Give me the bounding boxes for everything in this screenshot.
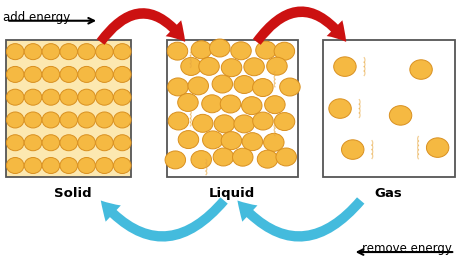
Ellipse shape	[78, 135, 95, 151]
Ellipse shape	[96, 158, 113, 173]
Text: Liquid: Liquid	[209, 187, 255, 200]
FancyArrowPatch shape	[97, 8, 185, 45]
Ellipse shape	[42, 112, 60, 128]
Ellipse shape	[113, 44, 131, 60]
Ellipse shape	[267, 57, 287, 75]
Ellipse shape	[167, 42, 188, 60]
Ellipse shape	[7, 44, 24, 60]
Ellipse shape	[242, 133, 263, 151]
Ellipse shape	[96, 112, 113, 128]
Bar	[323, 40, 455, 177]
Ellipse shape	[427, 138, 449, 157]
Ellipse shape	[78, 44, 95, 60]
Ellipse shape	[24, 67, 42, 82]
Ellipse shape	[60, 135, 78, 151]
Ellipse shape	[113, 67, 131, 82]
Ellipse shape	[168, 78, 188, 96]
Ellipse shape	[165, 151, 185, 169]
Ellipse shape	[191, 41, 211, 59]
Ellipse shape	[280, 78, 300, 96]
Text: Gas: Gas	[374, 187, 402, 200]
Ellipse shape	[42, 158, 60, 173]
Ellipse shape	[341, 140, 364, 159]
Ellipse shape	[234, 76, 255, 93]
Ellipse shape	[253, 112, 273, 130]
Bar	[167, 40, 298, 177]
Ellipse shape	[96, 67, 113, 82]
Ellipse shape	[242, 97, 262, 115]
Ellipse shape	[220, 95, 241, 113]
Ellipse shape	[60, 89, 78, 105]
Ellipse shape	[192, 114, 213, 132]
Ellipse shape	[42, 44, 60, 60]
Ellipse shape	[60, 67, 78, 82]
Text: add energy: add energy	[3, 11, 71, 24]
Ellipse shape	[42, 135, 60, 151]
FancyArrowPatch shape	[253, 6, 346, 45]
Ellipse shape	[221, 132, 242, 150]
Ellipse shape	[202, 131, 223, 149]
Ellipse shape	[42, 89, 60, 105]
Ellipse shape	[212, 75, 233, 93]
Ellipse shape	[257, 150, 278, 168]
Ellipse shape	[78, 67, 95, 82]
Ellipse shape	[213, 148, 234, 166]
Ellipse shape	[274, 112, 295, 130]
Ellipse shape	[78, 158, 95, 173]
Ellipse shape	[178, 131, 199, 149]
Ellipse shape	[244, 58, 264, 76]
Ellipse shape	[42, 67, 60, 82]
Ellipse shape	[410, 60, 432, 79]
Ellipse shape	[96, 44, 113, 60]
Ellipse shape	[231, 42, 251, 60]
Ellipse shape	[329, 99, 351, 118]
Ellipse shape	[7, 89, 24, 105]
Ellipse shape	[60, 44, 78, 60]
Ellipse shape	[113, 89, 131, 105]
Ellipse shape	[389, 106, 412, 125]
Ellipse shape	[113, 158, 131, 173]
Ellipse shape	[276, 148, 296, 166]
FancyArrowPatch shape	[237, 197, 365, 242]
Ellipse shape	[24, 112, 42, 128]
Ellipse shape	[234, 115, 255, 133]
Ellipse shape	[96, 89, 113, 105]
Ellipse shape	[334, 57, 356, 76]
Ellipse shape	[233, 148, 253, 166]
Ellipse shape	[274, 42, 295, 60]
Ellipse shape	[253, 79, 273, 97]
Ellipse shape	[96, 135, 113, 151]
Ellipse shape	[214, 115, 235, 133]
Ellipse shape	[210, 39, 230, 57]
Ellipse shape	[24, 135, 42, 151]
Ellipse shape	[7, 112, 24, 128]
Ellipse shape	[188, 77, 209, 95]
Text: Solid: Solid	[54, 187, 91, 200]
Ellipse shape	[24, 44, 42, 60]
Ellipse shape	[113, 112, 131, 128]
Ellipse shape	[178, 93, 198, 111]
Ellipse shape	[24, 158, 42, 173]
Ellipse shape	[60, 112, 78, 128]
Ellipse shape	[199, 57, 219, 75]
Ellipse shape	[78, 112, 95, 128]
Text: remove energy: remove energy	[363, 242, 452, 255]
Ellipse shape	[221, 59, 242, 77]
Ellipse shape	[7, 158, 24, 173]
Ellipse shape	[181, 58, 201, 76]
Ellipse shape	[60, 158, 78, 173]
Ellipse shape	[168, 112, 189, 130]
Ellipse shape	[113, 135, 131, 151]
Ellipse shape	[264, 96, 285, 114]
Ellipse shape	[202, 95, 222, 113]
Ellipse shape	[78, 89, 95, 105]
Ellipse shape	[24, 89, 42, 105]
Bar	[6, 40, 131, 177]
Ellipse shape	[264, 133, 284, 151]
FancyArrowPatch shape	[101, 197, 228, 242]
Ellipse shape	[7, 67, 24, 82]
Ellipse shape	[191, 150, 211, 168]
Ellipse shape	[7, 135, 24, 151]
Ellipse shape	[256, 41, 276, 59]
